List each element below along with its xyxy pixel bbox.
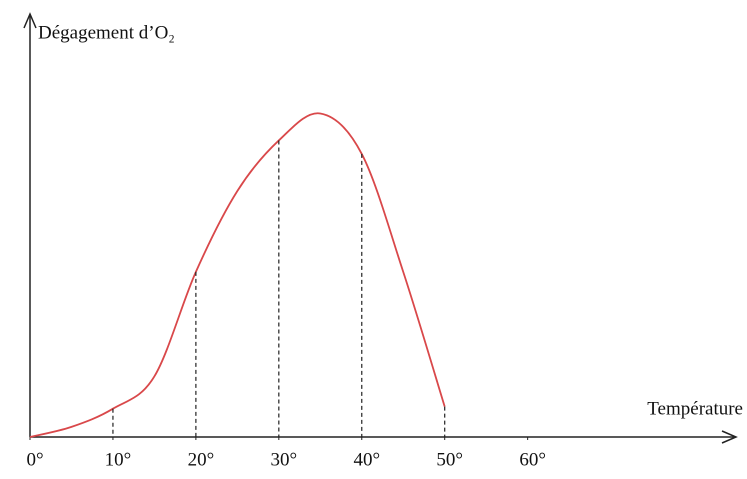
y-axis-arrow: [23, 12, 37, 29]
x-tick-label: 50°: [436, 449, 463, 470]
y-axis-label: Dégagement d’O₂: [38, 22, 175, 43]
x-axis-arrow: [721, 430, 738, 444]
x-tick-label: 10°: [105, 449, 132, 470]
x-tick-label: 30°: [271, 449, 298, 470]
x-tick-label: 20°: [188, 449, 215, 470]
x-tick-label: 40°: [353, 449, 380, 470]
x-tick-label: 0°: [26, 449, 43, 470]
x-axis-label: Température: [647, 398, 743, 419]
x-tick-label: 60°: [519, 449, 546, 470]
data-line: [29, 112, 446, 438]
